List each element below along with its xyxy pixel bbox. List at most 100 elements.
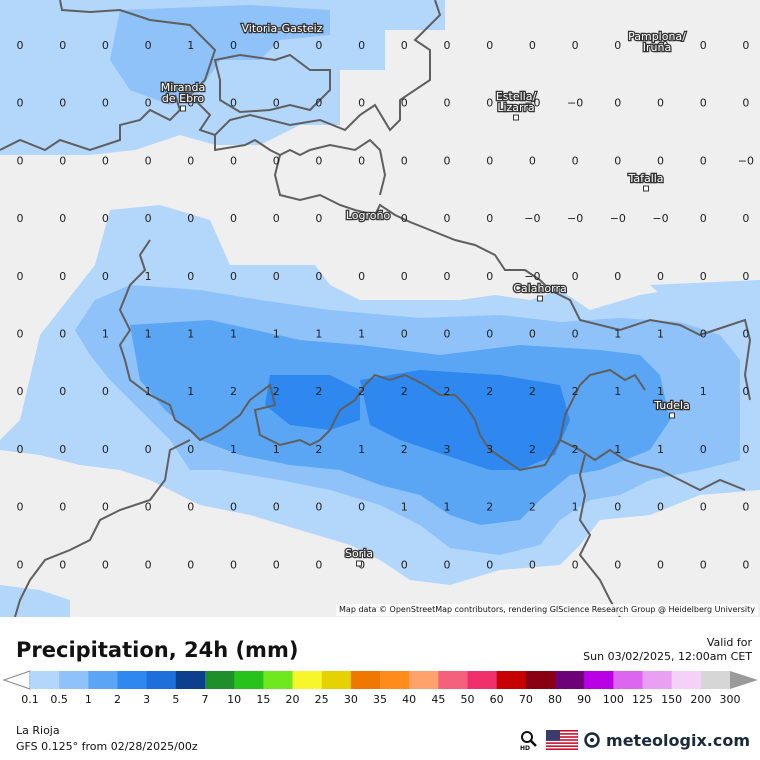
grid-value: 0 — [700, 270, 707, 283]
grid-value: 0 — [145, 154, 152, 167]
grid-value: −0 — [567, 212, 583, 225]
search-hd-icon[interactable]: HD — [518, 729, 540, 751]
legend-tick-label: 10 — [227, 693, 241, 706]
legend-swatch — [642, 671, 673, 689]
city-marker — [356, 560, 362, 567]
city-marker — [513, 114, 519, 121]
grid-value: 2 — [358, 385, 365, 398]
grid-value: 0 — [700, 501, 707, 514]
grid-value: 1 — [614, 385, 621, 398]
brand-name[interactable]: meteologix.com — [606, 730, 750, 750]
grid-value: 0 — [742, 385, 749, 398]
grid-value: 0 — [700, 39, 707, 52]
grid-value: 2 — [230, 385, 237, 398]
grid-value: 2 — [273, 385, 280, 398]
grid-value: 3 — [486, 443, 493, 456]
grid-value-layer: 0 0 0 0 1 0 0 0 0 0 0 0 0 0 0 −0 0 0 0 0 0 0 0 0 0 0 0 0 0 0 −0 −0 0 0 0 0 0… — [17, 39, 755, 571]
grid-value: 0 — [742, 212, 749, 225]
legend-tick-label: 125 — [632, 693, 653, 706]
grid-value: 1 — [102, 328, 109, 341]
legend-swatch — [292, 671, 323, 689]
grid-value: 0 — [145, 212, 152, 225]
grid-value: 0 — [529, 328, 536, 341]
grid-value: 1 — [657, 385, 664, 398]
grid-value: 0 — [230, 97, 237, 110]
grid-value: 0 — [273, 154, 280, 167]
legend-swatch — [555, 671, 585, 689]
city-marker — [669, 412, 675, 419]
grid-value: 0 — [700, 328, 707, 341]
grid-value: 0 — [315, 39, 322, 52]
grid-value: 1 — [444, 501, 451, 514]
border-rioja-navarra — [214, 135, 752, 401]
grid-value: 0 — [230, 558, 237, 571]
grid-value: 1 — [700, 385, 707, 398]
legend-swatch — [467, 671, 498, 689]
valid-for-time[interactable]: Sun 03/02/2025, 12:00am CET — [583, 650, 752, 663]
city-label: Calahorra — [513, 282, 567, 295]
legend-tick-label: 60 — [490, 693, 504, 706]
grid-value: 0 — [273, 97, 280, 110]
grid-value: 0 — [614, 270, 621, 283]
precipitation-map[interactable]: 0 0 0 0 1 0 0 0 0 0 0 0 0 0 0 −0 0 0 0 0 0 0 0 0 0 0 0 0 0 0 −0 −0 0 0 0 0 0… — [0, 0, 760, 617]
grid-value: 2 — [315, 443, 322, 456]
grid-value: 0 — [742, 443, 749, 456]
chart-title: Precipitation, 24h (mm) — [16, 638, 299, 662]
us-flag-icon[interactable] — [546, 730, 579, 750]
grid-value: 0 — [742, 558, 749, 571]
grid-value: 0 — [102, 443, 109, 456]
grid-value: 0 — [59, 558, 66, 571]
legend-swatch — [380, 671, 410, 689]
grid-value: 0 — [273, 212, 280, 225]
grid-value: 0 — [59, 270, 66, 283]
svg-text:HD: HD — [520, 745, 530, 751]
grid-value: 0 — [742, 39, 749, 52]
city-label: de Ebro — [162, 92, 204, 105]
grid-value: 0 — [401, 97, 408, 110]
precip-area-0-1-north — [0, 0, 445, 155]
grid-value: 0 — [529, 39, 536, 52]
grid-value: 0 — [614, 154, 621, 167]
grid-value: 0 — [102, 154, 109, 167]
grid-value: 0 — [59, 443, 66, 456]
grid-value: 0 — [17, 97, 24, 110]
legend-tick-label: 300 — [720, 693, 741, 706]
grid-value: 0 — [444, 97, 451, 110]
grid-value: 0 — [529, 154, 536, 167]
grid-value: 0 — [315, 501, 322, 514]
grid-value: 0 — [17, 501, 24, 514]
legend-tick-label: 40 — [402, 693, 416, 706]
grid-value: 1 — [145, 328, 152, 341]
grid-value: 0 — [486, 39, 493, 52]
grid-value: 0 — [444, 328, 451, 341]
grid-value: 0 — [401, 154, 408, 167]
grid-value: 0 — [315, 97, 322, 110]
grid-value: 0 — [614, 97, 621, 110]
grid-value: 0 — [17, 212, 24, 225]
grid-value: 1 — [145, 385, 152, 398]
legend-tick-label: 3 — [143, 693, 150, 706]
region-borders — [0, 0, 752, 617]
grid-value: 0 — [657, 154, 664, 167]
grid-value: 0 — [102, 558, 109, 571]
grid-value: 1 — [614, 328, 621, 341]
grid-value: 2 — [572, 385, 579, 398]
grid-value: 0 — [444, 558, 451, 571]
grid-value: 1 — [572, 501, 579, 514]
grid-value: 0 — [187, 270, 194, 283]
grid-value: 2 — [529, 385, 536, 398]
grid-value: 0 — [273, 39, 280, 52]
grid-value: 1 — [358, 328, 365, 341]
model-run[interactable]: GFS 0.125° from 02/28/2025/00z — [16, 740, 198, 753]
grid-value: 0 — [17, 385, 24, 398]
grid-value: 0 — [187, 97, 194, 110]
legend-tick-label: 15 — [256, 693, 270, 706]
grid-value: 0 — [401, 39, 408, 52]
grid-value: 0 — [230, 212, 237, 225]
grid-value: 0 — [59, 328, 66, 341]
precip-area-2 — [360, 370, 570, 470]
grid-value: 0 — [59, 212, 66, 225]
legend-swatch — [234, 671, 264, 689]
legend-tick-label: 0.5 — [50, 693, 68, 706]
grid-value: 0 — [700, 212, 707, 225]
